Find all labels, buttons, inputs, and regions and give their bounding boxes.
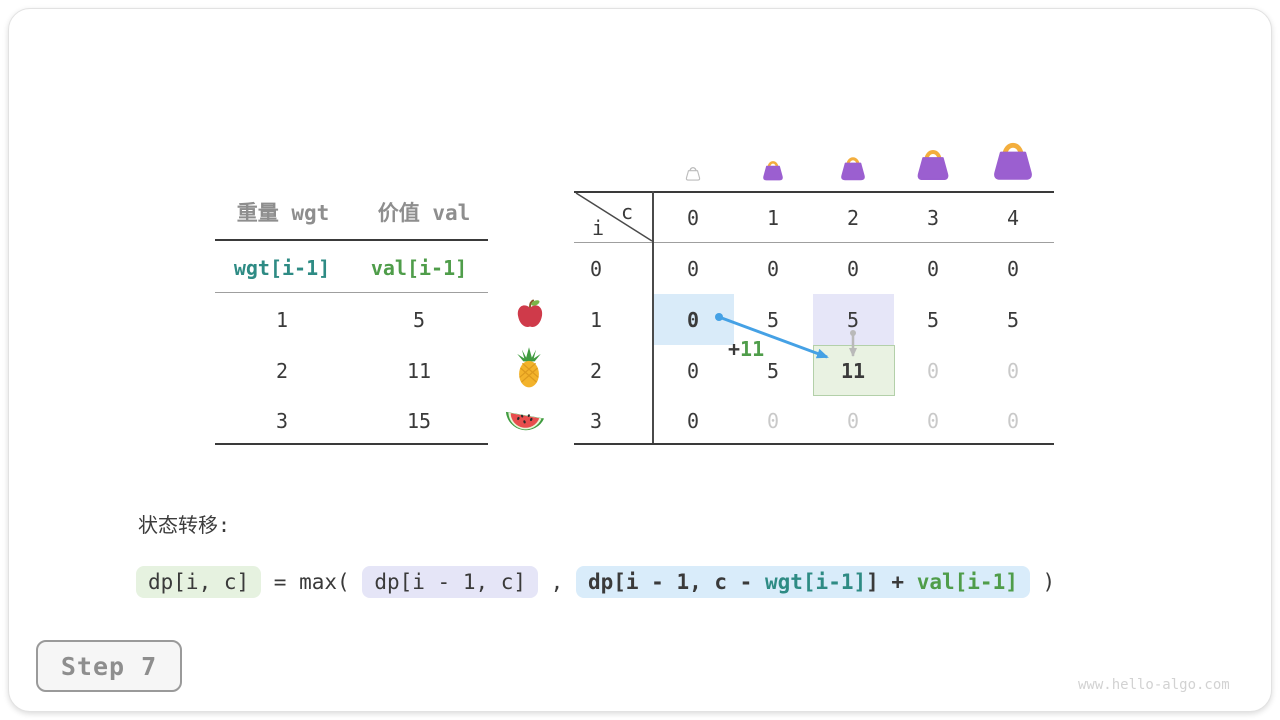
formula-arg2-prefix: dp[i - 1, c - xyxy=(587,570,765,594)
dp-table-line-bottom xyxy=(574,443,1054,445)
dp-cell-3-3: 0 xyxy=(926,409,940,433)
dp-table-line-vertical xyxy=(652,191,654,443)
items-table-line-bottom xyxy=(215,443,488,445)
item-3-value: 15 xyxy=(406,409,432,433)
items-col-header-weight: 重量 wgt xyxy=(236,201,330,225)
dp-cell-2-3: 0 xyxy=(926,359,940,383)
item-2-value: 11 xyxy=(406,359,432,383)
dp-cell-1-4: 5 xyxy=(1006,308,1020,332)
dp-cell-3-1: 0 xyxy=(766,409,780,433)
dp-cell-0-0: 0 xyxy=(686,257,700,281)
transition-formula: dp[i, c] = max( dp[i - 1, c] , dp[i - 1,… xyxy=(136,563,1055,601)
plus-sign: + xyxy=(728,337,741,361)
dp-cell-2-2: 11 xyxy=(840,359,866,383)
item-1-value: 5 xyxy=(412,308,426,332)
dp-col-header-4: 4 xyxy=(1006,206,1020,230)
items-index-wgt: wgt[i-1] xyxy=(233,256,331,280)
dp-table-line-top xyxy=(574,191,1054,193)
dp-cell-0-3: 0 xyxy=(926,257,940,281)
dp-cell-0-1: 0 xyxy=(766,257,780,281)
formula-arg2-box: dp[i - 1, c - wgt[i-1]] + val[i-1] xyxy=(575,566,1030,598)
dp-row-header-3: 3 xyxy=(589,409,603,433)
formula-arg2-wgt: wgt[i-1] xyxy=(764,570,867,594)
dp-cell-3-4: 0 xyxy=(1006,409,1020,433)
item-2-weight: 2 xyxy=(275,359,289,383)
dp-cell-2-1: 5 xyxy=(766,359,780,383)
formula-eq-max: = max( xyxy=(261,570,363,594)
dp-cell-1-1: 5 xyxy=(766,308,780,332)
dp-col-header-3: 3 xyxy=(926,206,940,230)
dp-table-line-header xyxy=(574,242,1054,243)
formula-close-paren: ) xyxy=(1029,570,1056,594)
bag-xlarge-icon xyxy=(989,133,1037,185)
formula-arg2-val: val[i-1] xyxy=(916,570,1018,594)
dp-cell-1-3: 5 xyxy=(926,308,940,332)
dp-cell-3-2: 0 xyxy=(846,409,860,433)
items-index-val: val[i-1] xyxy=(370,256,468,280)
item-3-weight: 3 xyxy=(275,409,289,433)
dp-row-header-2: 2 xyxy=(589,359,603,383)
dp-col-header-2: 2 xyxy=(846,206,860,230)
transition-label: 状态转移: xyxy=(138,513,231,537)
bag-large-icon xyxy=(914,142,953,185)
dp-cell-0-2: 0 xyxy=(846,257,860,281)
bag-empty-icon xyxy=(684,163,702,185)
formula-arg2-mid: ] + xyxy=(866,570,917,594)
formula-arg1-box: dp[i - 1, c] xyxy=(362,566,539,598)
add-value-annotation: +11 xyxy=(728,337,764,361)
dp-cell-1-2: 5 xyxy=(846,308,860,332)
items-col-header-value: 价值 val xyxy=(377,201,471,225)
added-value: 11 xyxy=(740,337,765,361)
pineapple-icon xyxy=(512,346,546,394)
dp-corner-col-var: c xyxy=(620,200,634,224)
formula-comma: , xyxy=(538,570,576,594)
dp-cell-1-0: 0 xyxy=(686,308,700,332)
dp-cell-2-4: 0 xyxy=(1006,359,1020,383)
figure-card xyxy=(8,8,1272,712)
dp-row-header-1: 1 xyxy=(589,308,603,332)
bag-small-icon xyxy=(761,156,786,185)
dp-cell-2-0: 0 xyxy=(686,359,700,383)
item-1-weight: 1 xyxy=(275,308,289,332)
watermelon-icon xyxy=(504,404,546,439)
dp-cell-0-4: 0 xyxy=(1006,257,1020,281)
dp-corner-row-var: i xyxy=(591,216,605,240)
dp-cell-3-0: 0 xyxy=(686,409,700,433)
items-table-line-mid xyxy=(215,292,488,293)
items-table-line-top xyxy=(215,239,488,241)
bag-medium-icon xyxy=(838,151,868,185)
dp-row-header-0: 0 xyxy=(589,257,603,281)
dp-col-header-0: 0 xyxy=(686,206,700,230)
dp-col-header-1: 1 xyxy=(766,206,780,230)
formula-lhs-box: dp[i, c] xyxy=(136,566,262,598)
site-watermark: www.hello-algo.com xyxy=(1078,677,1230,693)
apple-icon xyxy=(514,298,546,334)
step-badge: Step 7 xyxy=(36,640,182,692)
